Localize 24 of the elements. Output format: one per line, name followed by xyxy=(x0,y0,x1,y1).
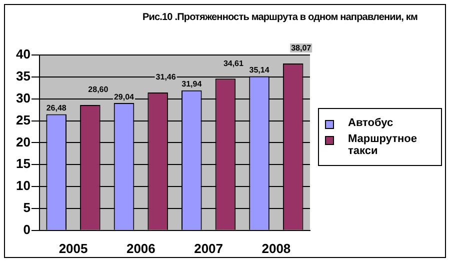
x-tick-label: 2006 xyxy=(126,240,156,256)
x-tick-label: 2005 xyxy=(58,240,88,256)
x-tick-label: 2008 xyxy=(262,240,291,256)
data-label: 31,46 xyxy=(156,72,176,82)
y-tick-label: 40 xyxy=(16,46,30,62)
legend-label: Маршрутное такси xyxy=(348,133,418,157)
y-tick-label: 15 xyxy=(16,156,30,172)
data-label: 31,94 xyxy=(182,80,202,89)
data-label: 29,04 xyxy=(114,92,135,102)
y-tick-label: 35 xyxy=(16,68,30,84)
data-label: 26,48 xyxy=(46,103,67,112)
data-label: 35,14 xyxy=(249,66,270,75)
y-tick-label: 0 xyxy=(23,222,30,237)
y-tick-label: 20 xyxy=(16,134,30,150)
data-label: 34,61 xyxy=(223,58,244,68)
y-tick-label: 10 xyxy=(16,178,30,194)
data-label: 28,60 xyxy=(88,85,109,94)
data-label: 38,07 xyxy=(291,44,312,53)
x-tick-label: 2007 xyxy=(194,240,224,256)
legend-label: Автобус xyxy=(348,117,394,129)
y-tick-label: 30 xyxy=(16,90,30,106)
chart-title: Рис.10 .Протяженность маршрута в одном направлении, км xyxy=(141,12,419,23)
y-tick-label: 25 xyxy=(16,112,30,128)
y-tick-label: 5 xyxy=(23,200,30,216)
